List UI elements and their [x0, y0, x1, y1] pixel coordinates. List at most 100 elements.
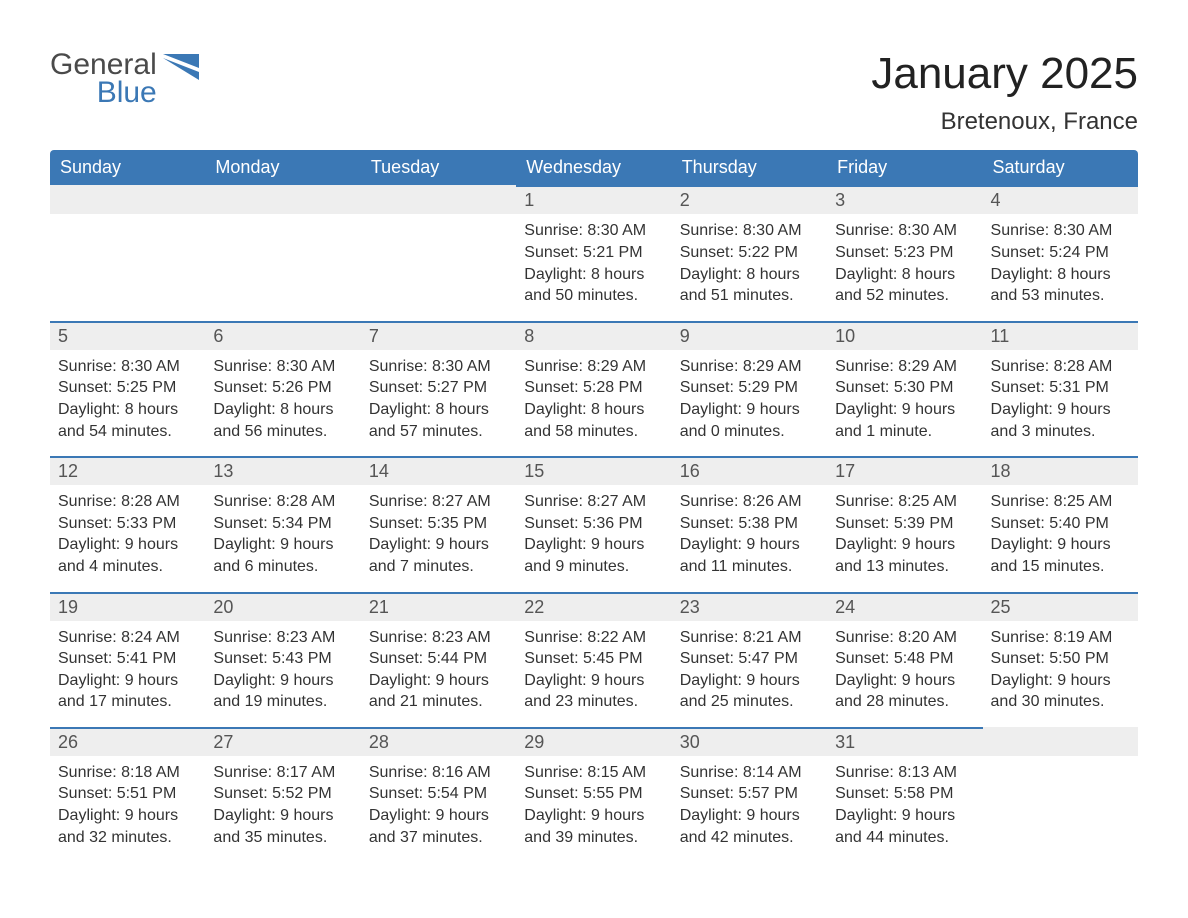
sunset-text: Sunset: 5:34 PM: [213, 513, 352, 535]
daylight-line-2: and 19 minutes.: [213, 691, 352, 713]
daylight-line-1: Daylight: 9 hours: [835, 805, 974, 827]
daylight-line-2: and 21 minutes.: [369, 691, 508, 713]
day-body: Sunrise: 8:28 AMSunset: 5:34 PMDaylight:…: [205, 485, 360, 591]
day-number: 22: [516, 592, 671, 621]
day-body: Sunrise: 8:30 AMSunset: 5:25 PMDaylight:…: [50, 350, 205, 456]
daylight-line-2: and 39 minutes.: [524, 827, 663, 849]
daylight-line-2: and 51 minutes.: [680, 285, 819, 307]
day-cell: 15Sunrise: 8:27 AMSunset: 5:36 PMDayligh…: [516, 456, 671, 591]
day-cell: 14Sunrise: 8:27 AMSunset: 5:35 PMDayligh…: [361, 456, 516, 591]
sunrise-text: Sunrise: 8:21 AM: [680, 627, 819, 649]
day-number: 26: [50, 727, 205, 756]
day-cell: 20Sunrise: 8:23 AMSunset: 5:43 PMDayligh…: [205, 592, 360, 727]
sunrise-text: Sunrise: 8:23 AM: [369, 627, 508, 649]
daylight-line-1: Daylight: 9 hours: [835, 670, 974, 692]
calendar-grid: Sunday Monday Tuesday Wednesday Thursday…: [50, 150, 1138, 862]
sunrise-text: Sunrise: 8:27 AM: [524, 491, 663, 513]
day-body: Sunrise: 8:30 AMSunset: 5:24 PMDaylight:…: [983, 214, 1138, 320]
sunrise-text: Sunrise: 8:30 AM: [213, 356, 352, 378]
daylight-line-2: and 53 minutes.: [991, 285, 1130, 307]
daylight-line-1: Daylight: 9 hours: [369, 534, 508, 556]
day-body: Sunrise: 8:25 AMSunset: 5:40 PMDaylight:…: [983, 485, 1138, 591]
sunset-text: Sunset: 5:55 PM: [524, 783, 663, 805]
sunset-text: Sunset: 5:45 PM: [524, 648, 663, 670]
day-cell: 7Sunrise: 8:30 AMSunset: 5:27 PMDaylight…: [361, 321, 516, 456]
daylight-line-1: Daylight: 9 hours: [213, 534, 352, 556]
day-number: 1: [516, 185, 671, 214]
day-body: Sunrise: 8:23 AMSunset: 5:43 PMDaylight:…: [205, 621, 360, 727]
weekday-header: Saturday: [983, 150, 1138, 185]
sunset-text: Sunset: 5:21 PM: [524, 242, 663, 264]
daylight-line-2: and 28 minutes.: [835, 691, 974, 713]
daylight-line-2: and 6 minutes.: [213, 556, 352, 578]
day-cell: 4Sunrise: 8:30 AMSunset: 5:24 PMDaylight…: [983, 185, 1138, 320]
sunset-text: Sunset: 5:31 PM: [991, 377, 1130, 399]
daylight-line-2: and 13 minutes.: [835, 556, 974, 578]
daylight-line-2: and 50 minutes.: [524, 285, 663, 307]
day-body: Sunrise: 8:27 AMSunset: 5:36 PMDaylight:…: [516, 485, 671, 591]
week-row: 19Sunrise: 8:24 AMSunset: 5:41 PMDayligh…: [50, 592, 1138, 727]
day-body: Sunrise: 8:13 AMSunset: 5:58 PMDaylight:…: [827, 756, 982, 862]
daylight-line-1: Daylight: 9 hours: [213, 805, 352, 827]
daylight-line-1: Daylight: 9 hours: [680, 805, 819, 827]
sunset-text: Sunset: 5:41 PM: [58, 648, 197, 670]
day-cell: 10Sunrise: 8:29 AMSunset: 5:30 PMDayligh…: [827, 321, 982, 456]
day-body: Sunrise: 8:30 AMSunset: 5:27 PMDaylight:…: [361, 350, 516, 456]
sunrise-text: Sunrise: 8:14 AM: [680, 762, 819, 784]
sunrise-text: Sunrise: 8:30 AM: [680, 220, 819, 242]
sunset-text: Sunset: 5:38 PM: [680, 513, 819, 535]
sunrise-text: Sunrise: 8:29 AM: [835, 356, 974, 378]
calendar-page: General Blue January 2025 Bretenoux, Fra…: [0, 0, 1188, 902]
daylight-line-1: Daylight: 9 hours: [369, 670, 508, 692]
day-body: Sunrise: 8:25 AMSunset: 5:39 PMDaylight:…: [827, 485, 982, 591]
day-number: 18: [983, 456, 1138, 485]
day-body: Sunrise: 8:15 AMSunset: 5:55 PMDaylight:…: [516, 756, 671, 862]
daylight-line-1: Daylight: 9 hours: [835, 534, 974, 556]
weekday-header: Wednesday: [516, 150, 671, 185]
day-cell: 21Sunrise: 8:23 AMSunset: 5:44 PMDayligh…: [361, 592, 516, 727]
daylight-line-2: and 58 minutes.: [524, 421, 663, 443]
day-cell: 30Sunrise: 8:14 AMSunset: 5:57 PMDayligh…: [672, 727, 827, 862]
day-cell: 5Sunrise: 8:30 AMSunset: 5:25 PMDaylight…: [50, 321, 205, 456]
daylight-line-1: Daylight: 9 hours: [524, 670, 663, 692]
daylight-line-2: and 9 minutes.: [524, 556, 663, 578]
day-body: Sunrise: 8:17 AMSunset: 5:52 PMDaylight:…: [205, 756, 360, 862]
day-number: 4: [983, 185, 1138, 214]
sunset-text: Sunset: 5:36 PM: [524, 513, 663, 535]
sunset-text: Sunset: 5:26 PM: [213, 377, 352, 399]
weeks-container: 1Sunrise: 8:30 AMSunset: 5:21 PMDaylight…: [50, 185, 1138, 862]
day-body: Sunrise: 8:19 AMSunset: 5:50 PMDaylight:…: [983, 621, 1138, 727]
day-number: 11: [983, 321, 1138, 350]
sunset-text: Sunset: 5:25 PM: [58, 377, 197, 399]
brand-text: General Blue: [50, 50, 157, 108]
sunset-text: Sunset: 5:27 PM: [369, 377, 508, 399]
day-cell: 13Sunrise: 8:28 AMSunset: 5:34 PMDayligh…: [205, 456, 360, 591]
day-cell: 26Sunrise: 8:18 AMSunset: 5:51 PMDayligh…: [50, 727, 205, 862]
day-number: 3: [827, 185, 982, 214]
daylight-line-2: and 11 minutes.: [680, 556, 819, 578]
daylight-line-2: and 52 minutes.: [835, 285, 974, 307]
daylight-line-2: and 42 minutes.: [680, 827, 819, 849]
day-body: Sunrise: 8:26 AMSunset: 5:38 PMDaylight:…: [672, 485, 827, 591]
sunset-text: Sunset: 5:35 PM: [369, 513, 508, 535]
location-label: Bretenoux, France: [871, 108, 1138, 136]
sunrise-text: Sunrise: 8:25 AM: [991, 491, 1130, 513]
daylight-line-1: Daylight: 9 hours: [991, 670, 1130, 692]
sunrise-text: Sunrise: 8:13 AM: [835, 762, 974, 784]
day-number: 5: [50, 321, 205, 350]
daylight-line-1: Daylight: 8 hours: [991, 264, 1130, 286]
sunset-text: Sunset: 5:54 PM: [369, 783, 508, 805]
day-number: 8: [516, 321, 671, 350]
day-number: [983, 727, 1138, 756]
title-block: January 2025 Bretenoux, France: [871, 50, 1138, 136]
sunrise-text: Sunrise: 8:29 AM: [524, 356, 663, 378]
day-number: 17: [827, 456, 982, 485]
daylight-line-1: Daylight: 9 hours: [680, 399, 819, 421]
day-body: Sunrise: 8:29 AMSunset: 5:29 PMDaylight:…: [672, 350, 827, 456]
day-cell: 3Sunrise: 8:30 AMSunset: 5:23 PMDaylight…: [827, 185, 982, 320]
day-body: Sunrise: 8:21 AMSunset: 5:47 PMDaylight:…: [672, 621, 827, 727]
brand-flag-icon: [163, 54, 199, 80]
sunrise-text: Sunrise: 8:26 AM: [680, 491, 819, 513]
day-cell: [205, 185, 360, 320]
daylight-line-1: Daylight: 8 hours: [524, 264, 663, 286]
